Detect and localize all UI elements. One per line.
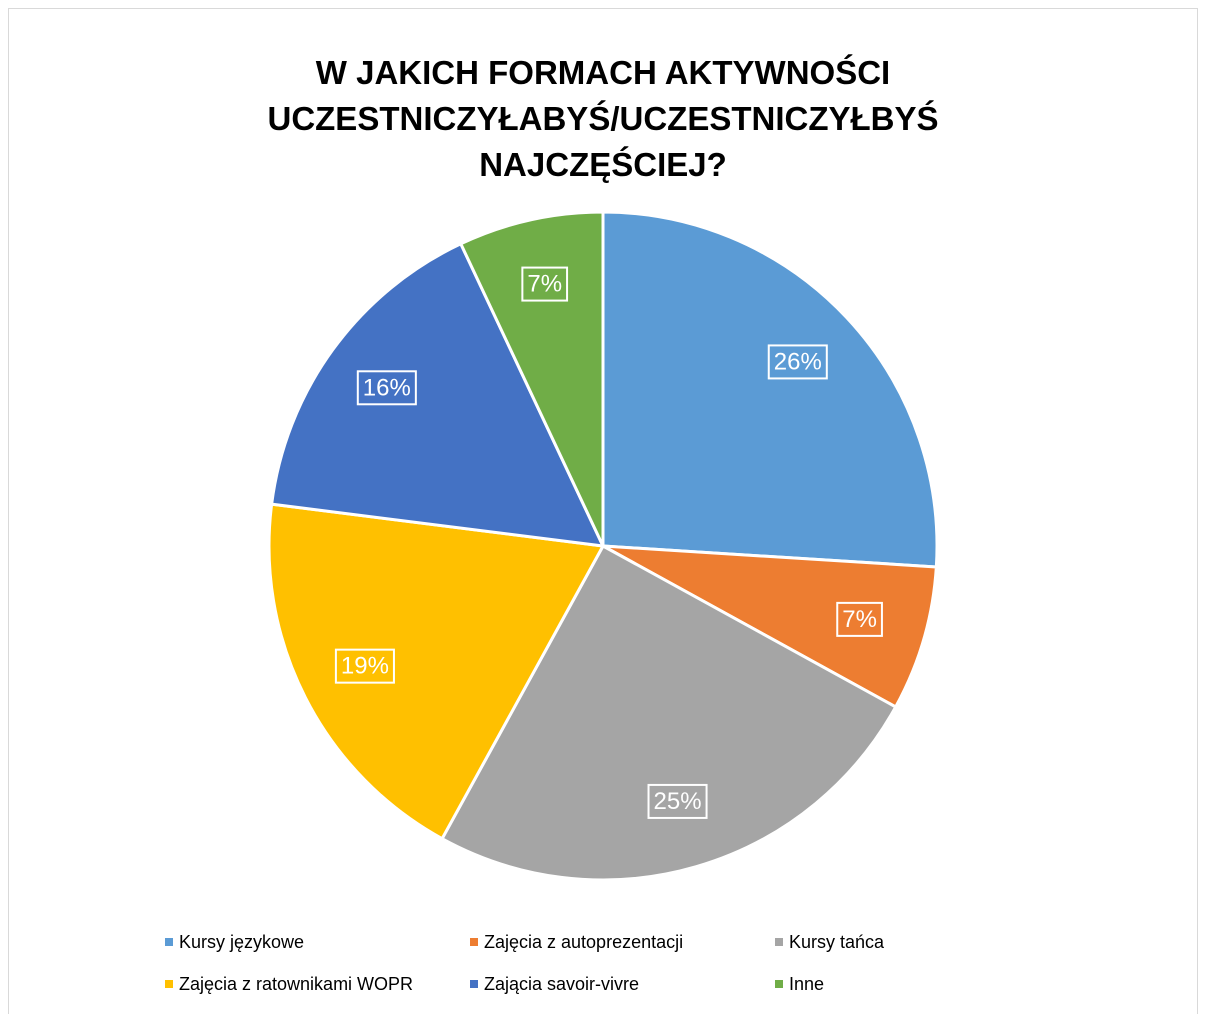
chart-frame	[8, 8, 1198, 1014]
data-label: 26%	[774, 348, 822, 375]
legend-label: Zajęcia z autoprezentacji	[484, 932, 683, 952]
legend-swatch	[775, 938, 783, 946]
data-label: 7%	[527, 271, 562, 298]
legend-swatch	[165, 980, 173, 988]
chart-title: W JAKICH FORMACH AKTYWNOŚCI UCZESTNICZYŁ…	[267, 54, 939, 183]
data-label-box	[647, 783, 708, 819]
legend-label: Zajęcia z ratownikami WOPR	[179, 974, 413, 994]
data-label: 19%	[341, 653, 389, 680]
legend-label: Inne	[789, 974, 824, 994]
legend-label: Kursy tańca	[789, 932, 885, 952]
pie-slice	[602, 544, 938, 709]
data-label: 25%	[654, 788, 702, 815]
legend-swatch	[470, 938, 478, 946]
data-label-box	[334, 648, 395, 684]
data-label-box	[356, 370, 417, 406]
pie-slice	[601, 210, 939, 569]
legend-swatch	[470, 980, 478, 988]
data-label: 16%	[363, 374, 411, 401]
pie-slice	[269, 241, 606, 548]
data-label: 7%	[842, 606, 877, 633]
legend-swatch	[775, 980, 783, 988]
legend-swatch	[165, 938, 173, 946]
data-label-box	[836, 601, 883, 637]
data-label-box	[521, 266, 569, 302]
legend-label: Kursy językowe	[179, 932, 304, 952]
data-label-box	[767, 344, 828, 380]
pie-slice	[267, 502, 606, 841]
legend-label: Zającia savoir-vivre	[484, 974, 639, 994]
pie-slice	[440, 543, 898, 882]
